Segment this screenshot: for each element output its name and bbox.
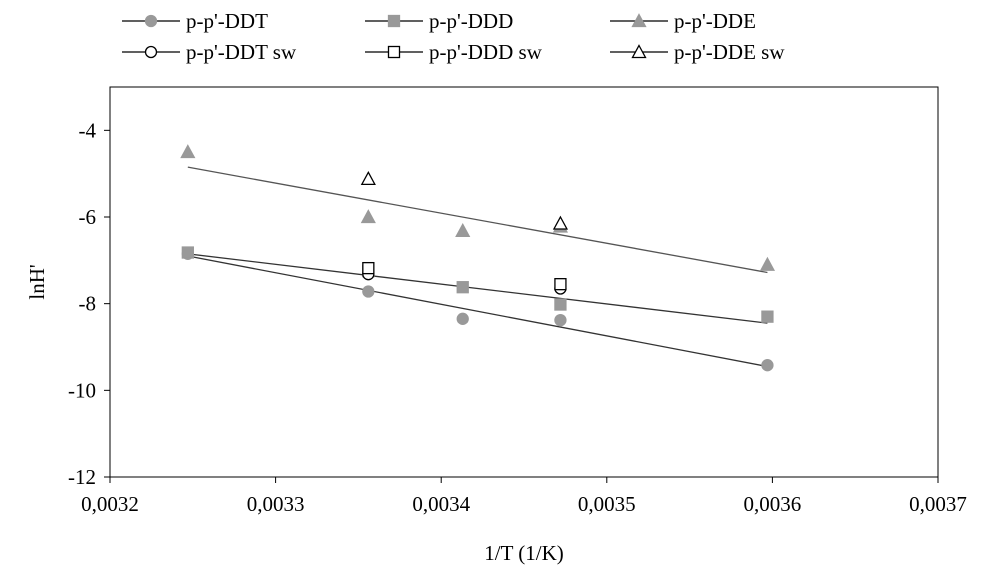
y-axis: -12 -10 -8 -6 -4 <box>68 118 110 489</box>
legend-label: p-p'-DDE <box>674 9 756 33</box>
data-point <box>456 281 469 294</box>
legend-label: p-p'-DDE sw <box>674 40 785 64</box>
y-tick-label: -4 <box>79 118 97 142</box>
legend-label: p-p'-DDT sw <box>186 40 297 64</box>
legend-marker <box>144 45 158 59</box>
legend-marker <box>631 44 647 59</box>
trendline <box>187 166 768 274</box>
x-tick-label: 0,0036 <box>744 492 802 516</box>
data-point <box>554 298 567 311</box>
trendline <box>187 255 768 368</box>
legend-label: p-p'-DDD sw <box>429 40 543 64</box>
data-point <box>554 313 567 327</box>
y-tick-label: -12 <box>68 465 96 489</box>
x-axis-label: 1/T (1/K) <box>484 541 564 565</box>
data-point <box>181 246 194 259</box>
legend-label: p-p'-DDD <box>429 9 513 33</box>
data-point <box>761 310 774 323</box>
data-point <box>455 223 471 238</box>
legend-item: p-p'-DDE sw <box>610 40 785 64</box>
y-axis-label: lnH' <box>25 264 49 299</box>
x-tick-label: 0,0035 <box>578 492 636 516</box>
legend-item: p-p'-DDE <box>610 9 756 33</box>
x-tick-label: 0,0033 <box>247 492 305 516</box>
y-tick-label: -10 <box>68 378 96 402</box>
data-point <box>362 285 375 298</box>
y-tick-label: -8 <box>79 292 97 316</box>
data-point <box>180 144 196 159</box>
legend-label: p-p'-DDT <box>186 9 268 33</box>
data-point <box>554 278 567 291</box>
trendline <box>187 253 768 324</box>
data-point <box>761 359 774 372</box>
legend-marker <box>387 14 401 28</box>
legend: p-p'-DDT p-p'-DDD p-p'-DDE p-p'-DDT sw p-p'-… <box>122 9 785 64</box>
data-point <box>456 312 469 325</box>
data-point <box>360 171 376 186</box>
data-points <box>180 144 776 372</box>
x-axis: 0,0032 0,0033 0,0034 0,0035 0,0036 0,0037 <box>81 477 967 516</box>
data-point <box>360 209 376 224</box>
x-tick-label: 0,0034 <box>412 492 470 516</box>
legend-marker <box>144 14 158 28</box>
legend-marker <box>387 45 401 59</box>
y-tick-label: -6 <box>79 205 97 229</box>
legend-item: p-p'-DDT <box>122 9 268 33</box>
x-tick-label: 0,0032 <box>81 492 139 516</box>
legend-item: p-p'-DDD sw <box>365 40 543 64</box>
data-point <box>759 256 776 271</box>
trendlines <box>187 166 768 368</box>
data-point <box>552 215 569 230</box>
legend-item: p-p'-DDD <box>365 9 513 33</box>
legend-marker <box>631 13 647 28</box>
legend-item: p-p'-DDT sw <box>122 40 297 64</box>
x-tick-label: 0,0037 <box>909 492 967 516</box>
data-point <box>362 261 375 275</box>
plot-area <box>109 86 939 478</box>
